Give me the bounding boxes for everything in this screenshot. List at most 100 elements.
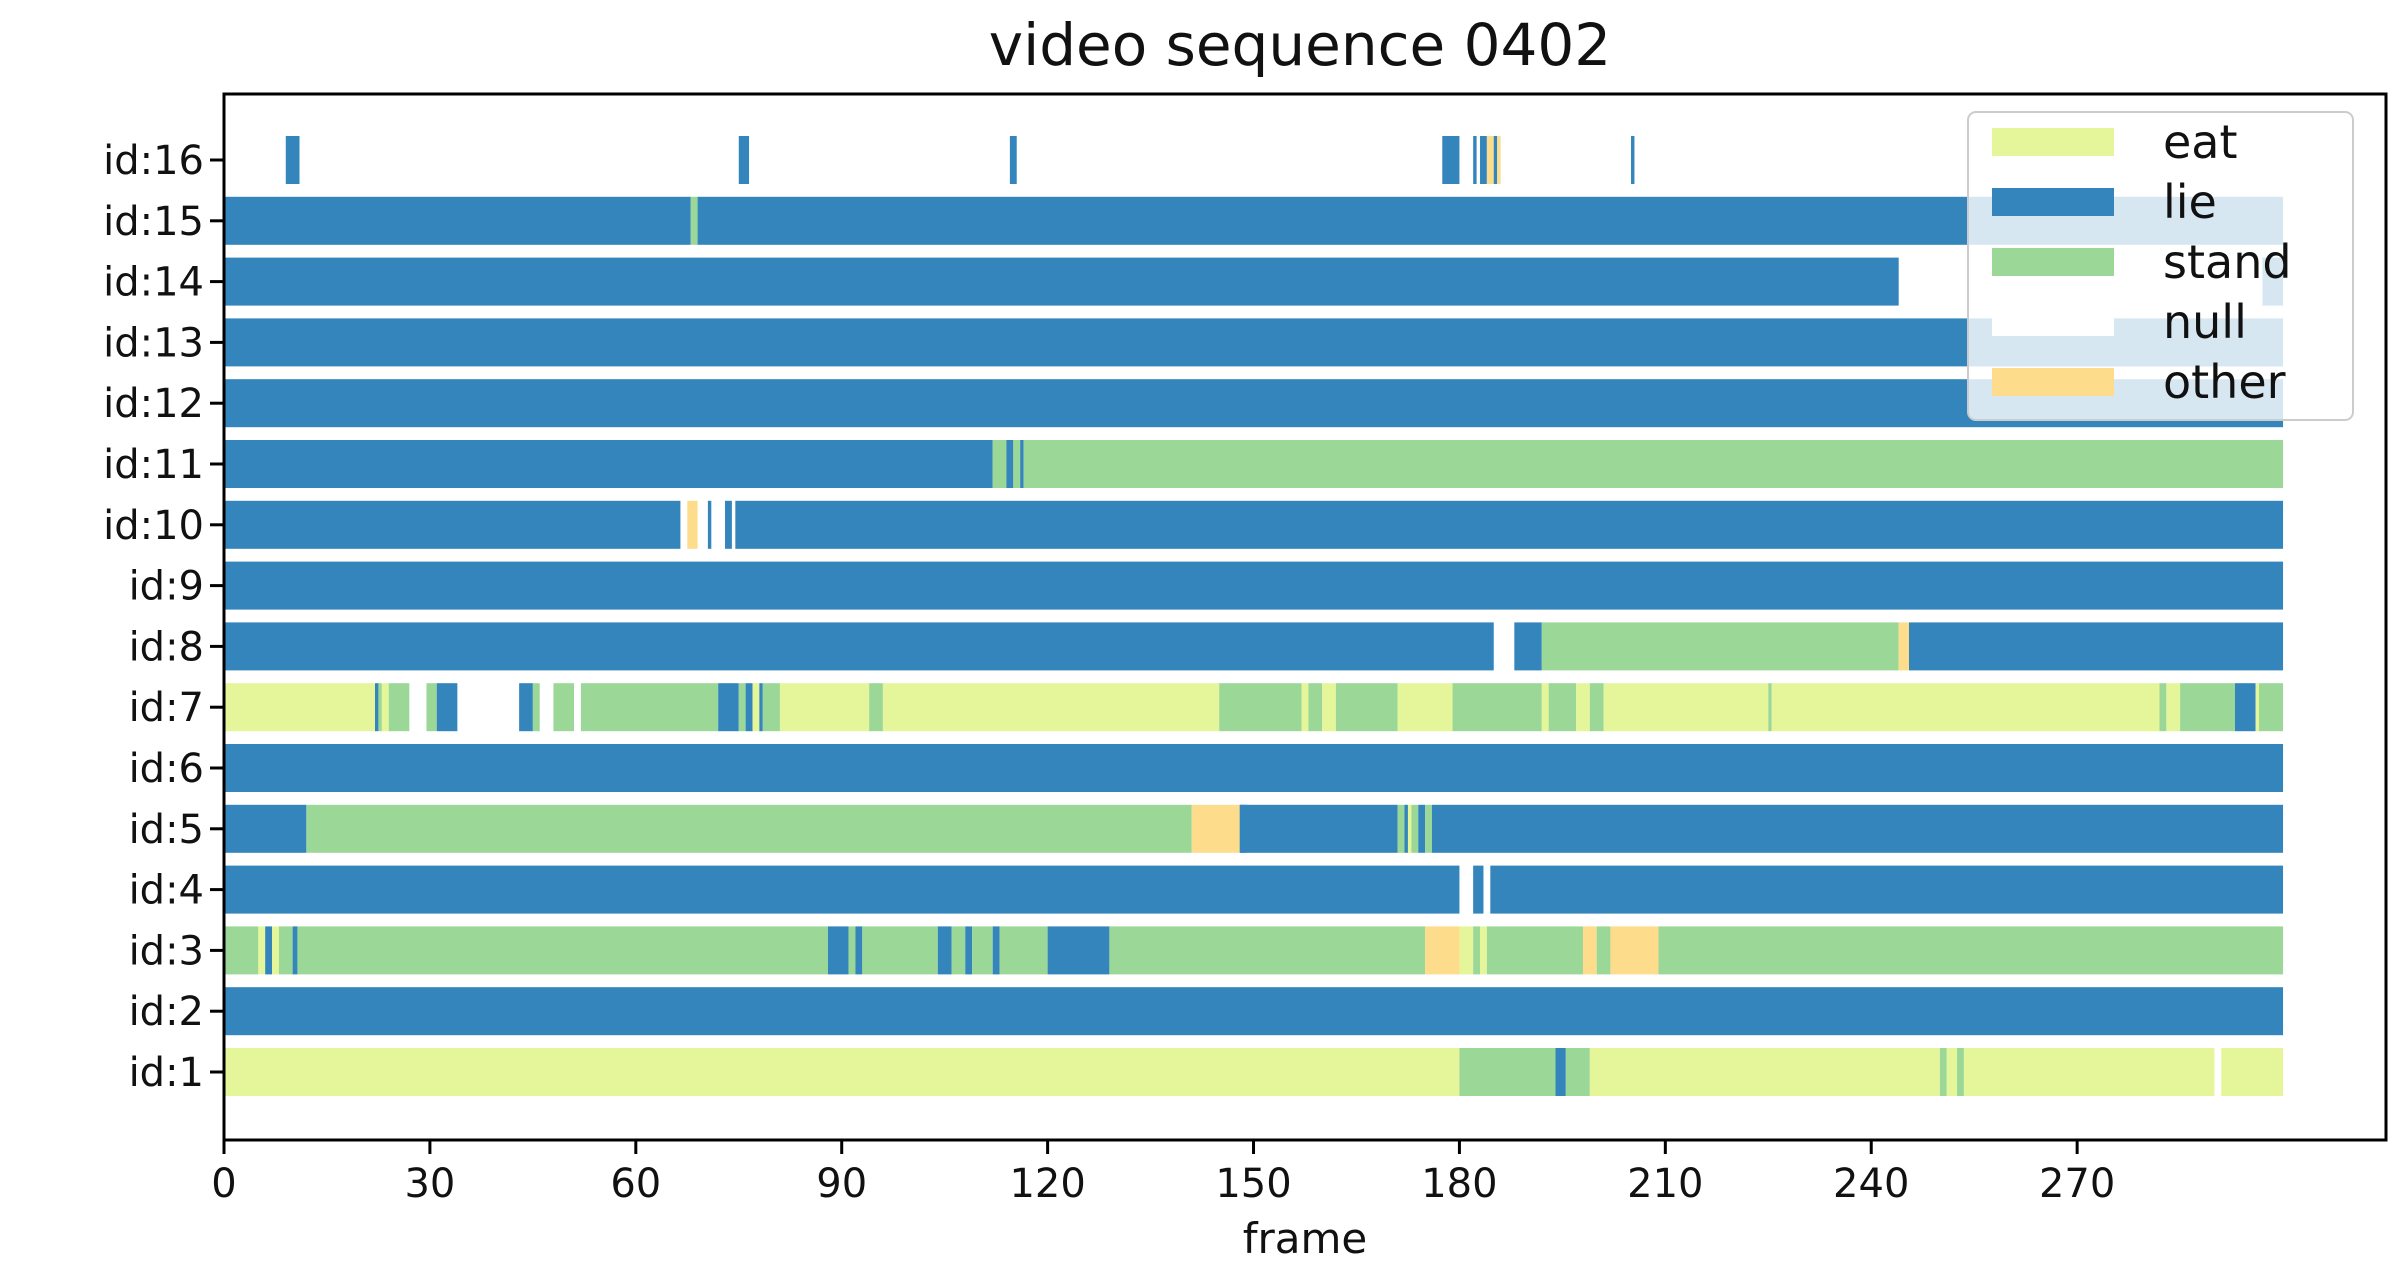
bar-segment-eat	[1771, 683, 2160, 732]
bar-segment-eat	[1603, 683, 1769, 732]
bar-row-id-8	[224, 622, 2284, 671]
bars-group	[224, 136, 2284, 1096]
bar-segment-lie	[1493, 136, 1498, 184]
bar-segment-lie	[224, 318, 2284, 367]
bar-segment-lie	[285, 136, 300, 184]
bar-segment-eat	[2221, 1048, 2284, 1096]
y-tick-label: id:1	[129, 1050, 204, 1096]
bar-segment-stand	[2259, 683, 2284, 732]
bar-segment-stand	[1335, 683, 1398, 732]
bar-segment-lie	[1631, 136, 1635, 184]
bar-segment-stand	[1397, 804, 1405, 853]
y-tick-label: id:2	[129, 989, 204, 1035]
bar-segment-eat	[258, 926, 266, 975]
bar-segment-lie	[745, 683, 753, 732]
bar-segment-eat	[224, 683, 375, 732]
bar-segment-eat	[1322, 683, 1336, 732]
bar-segment-lie	[292, 926, 298, 975]
bar-segment-stand	[762, 683, 780, 732]
bar-segment-other	[687, 500, 698, 549]
bar-segment-stand	[992, 440, 1007, 488]
bar-segment-eat	[1963, 1048, 2215, 1096]
bar-segment-eat	[752, 683, 760, 732]
bar-segment-lie	[725, 500, 732, 549]
y-tick-label: id:10	[103, 503, 204, 549]
bar-segment-lie	[855, 926, 863, 975]
x-tick-label: 150	[1215, 1161, 1291, 1207]
y-tick-label: id:8	[129, 624, 204, 670]
bar-segment-other	[1582, 926, 1597, 975]
bar-row-id-5	[224, 804, 2284, 853]
bar-segment-stand	[2180, 683, 2236, 732]
bar-segment-stand	[1486, 926, 1583, 975]
bar-segment-stand	[1459, 1048, 1556, 1096]
y-tick-label: id:5	[129, 807, 204, 853]
bar-segment-stand	[306, 804, 1192, 853]
x-tick-label: 270	[2039, 1161, 2115, 1207]
legend-label-eat: eat	[2163, 115, 2238, 169]
bar-segment-stand	[297, 926, 828, 975]
bar-segment-lie	[1047, 926, 1110, 975]
bar-segment-stand	[1957, 1048, 1964, 1096]
bar-segment-eat	[1589, 1048, 1940, 1096]
legend-label-lie: lie	[2163, 175, 2217, 229]
bar-segment-lie	[937, 926, 952, 975]
legend-label-stand: stand	[2163, 235, 2292, 289]
bar-segment-stand	[1565, 1048, 1590, 1096]
y-tick-label: id:11	[103, 442, 204, 488]
bar-segment-lie	[707, 500, 712, 549]
y-tick-label: id:16	[103, 138, 204, 184]
bar-segment-stand	[278, 926, 293, 975]
bar-segment-lie	[735, 500, 2284, 549]
bar-segment-eat	[224, 1048, 1460, 1096]
bar-segment-lie	[224, 804, 307, 853]
bar-segment-stand	[848, 926, 856, 975]
bar-segment-lie	[1006, 440, 1014, 488]
bar-segment-other	[1191, 804, 1240, 853]
bar-segment-eat	[1946, 1048, 1958, 1096]
bar-row-id-16	[285, 136, 1635, 184]
bar-segment-lie	[224, 744, 2284, 792]
bar-segment-stand	[553, 683, 575, 732]
bar-segment-eat	[381, 683, 389, 732]
y-tick-label: id:9	[129, 564, 204, 610]
bar-segment-lie	[224, 257, 1899, 306]
bar-segment-eat	[779, 683, 870, 732]
bar-segment-lie	[1442, 136, 1460, 184]
bar-segment-other	[1497, 136, 1501, 184]
bar-segment-lie	[1020, 440, 1024, 488]
bar-segment-eat	[1407, 804, 1412, 853]
y-tick-label: id:6	[129, 746, 204, 792]
legend-swatch-lie	[1992, 188, 2114, 216]
bar-segment-stand	[1411, 804, 1419, 853]
legend-swatch-eat	[1992, 128, 2114, 156]
x-tick-label: 30	[404, 1161, 455, 1207]
legend-swatch-other	[1992, 368, 2114, 396]
bar-segment-lie	[224, 196, 691, 245]
bar-segment-stand	[1452, 683, 1542, 732]
bar-segment-lie	[1908, 622, 2284, 671]
bar-segment-lie	[965, 926, 973, 975]
bar-segment-lie	[436, 683, 458, 732]
bar-segment-eat	[1397, 683, 1453, 732]
bar-segment-lie	[1555, 1048, 1566, 1096]
bar-segment-lie	[224, 622, 1494, 671]
bar-segment-stand	[738, 683, 746, 732]
bar-segment-stand	[999, 926, 1048, 975]
bar-row-id-6	[224, 744, 2284, 792]
bar-segment-eat	[882, 683, 1220, 732]
bar-segment-stand	[1589, 683, 1604, 732]
bar-segment-other	[1425, 926, 1460, 975]
bar-segment-stand	[1219, 683, 1302, 732]
x-tick-label: 90	[816, 1161, 867, 1207]
bar-segment-stand	[580, 683, 719, 732]
bar-segment-stand	[378, 683, 382, 732]
legend-label-null: null	[2163, 295, 2247, 349]
bar-row-id-9	[224, 561, 2284, 610]
bar-segment-lie	[519, 683, 533, 732]
bar-segment-lie	[1480, 136, 1487, 184]
y-tick-label: id:4	[129, 868, 204, 914]
bar-row-id-10	[224, 500, 2284, 549]
bar-row-id-13	[224, 318, 2284, 367]
